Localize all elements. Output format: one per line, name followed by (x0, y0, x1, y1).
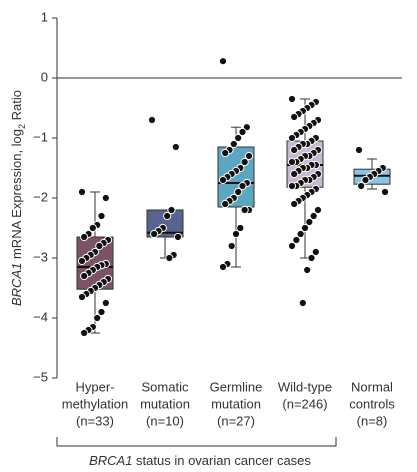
data-point (313, 205, 323, 215)
data-point (238, 127, 247, 137)
x-tick-label: Hyper- (75, 379, 114, 394)
data-point (290, 112, 299, 122)
data-point (218, 175, 228, 185)
data-point (290, 145, 299, 155)
data-point (101, 193, 110, 203)
data-point (300, 223, 310, 233)
data-point (309, 211, 318, 221)
y-label-gene: BRCA1 (9, 263, 24, 306)
y-tick-label: 0 (41, 69, 48, 84)
data-point (234, 133, 243, 143)
y-tick-label: −5 (33, 369, 48, 384)
data-point (95, 241, 104, 251)
data-point (173, 232, 183, 242)
y-tick-label: −1 (33, 129, 48, 144)
data-point (298, 298, 307, 308)
data-point (77, 292, 87, 302)
data-point (80, 271, 89, 281)
data-point (80, 232, 89, 242)
data-point (244, 151, 254, 161)
x-tick-label: (n=27) (217, 413, 255, 428)
data-point (218, 262, 228, 272)
data-point (77, 187, 87, 197)
data-point (77, 256, 87, 266)
x-axis-label: BRCA1 status in ovarian cancer cases (89, 453, 311, 468)
data-point (163, 211, 172, 221)
data-point (290, 199, 299, 209)
x-label-gene: BRCA1 (89, 453, 132, 468)
data-point (303, 265, 312, 275)
data-point (296, 229, 305, 239)
data-point (287, 181, 297, 191)
y-tick-label: −3 (33, 249, 48, 264)
x-tick-label: (n=8) (357, 413, 388, 428)
data-point (227, 241, 236, 251)
y-tick-label: 1 (41, 9, 48, 24)
x-tick-label: Wild-type (278, 379, 332, 394)
data-point (238, 181, 247, 191)
data-point (287, 94, 297, 104)
data-point (287, 133, 297, 143)
data-point (361, 175, 370, 185)
data-point (101, 298, 110, 308)
x-tick-label: (n=10) (146, 413, 184, 428)
data-point (234, 187, 243, 197)
data-point (97, 307, 106, 317)
data-point (292, 235, 301, 245)
data-point (236, 223, 245, 233)
data-point (240, 205, 249, 215)
data-point (93, 313, 102, 323)
data-point (97, 211, 106, 221)
y-axis-label: BRCA1 mRNA Expression, log2 Ratio (9, 90, 27, 306)
data-point (221, 199, 230, 209)
data-point (165, 253, 174, 263)
x-label-text: status in ovarian cancer cases (132, 453, 311, 468)
data-point (354, 145, 364, 155)
data-point (357, 181, 366, 191)
y-label-tail: Ratio (9, 90, 24, 124)
data-point (80, 328, 89, 338)
data-point (88, 223, 97, 233)
x-tick-label: (n=33) (76, 413, 114, 428)
data-point (311, 247, 320, 257)
x-tick-label: methylation (62, 396, 128, 411)
data-point (167, 205, 176, 215)
y-tick-label: −4 (33, 309, 48, 324)
x-tick-label: Somatic (142, 379, 189, 394)
group-bracket (56, 437, 337, 447)
data-point (290, 169, 299, 179)
x-tick-label: Germline (210, 379, 263, 394)
data-point (229, 139, 238, 149)
data-point (240, 157, 249, 167)
x-tick-label: mutation (211, 396, 261, 411)
x-tick-label: (n=246) (282, 396, 327, 411)
data-point (171, 142, 180, 152)
y-label-sub: 2 (17, 124, 27, 129)
data-point (221, 148, 230, 158)
x-tick-label: Normal (351, 379, 393, 394)
y-label-text: mRNA Expression, log (9, 129, 24, 263)
data-point (218, 57, 228, 66)
data-point (305, 217, 314, 227)
data-point (147, 115, 157, 125)
data-point (380, 187, 390, 197)
data-point (307, 253, 316, 263)
y-tick-label: −2 (33, 189, 48, 204)
data-point (287, 157, 297, 167)
x-tick-label: mutation (140, 396, 190, 411)
data-point (150, 229, 159, 239)
data-point (231, 229, 241, 239)
x-tick-label: controls (349, 396, 395, 411)
data-point (287, 241, 297, 251)
